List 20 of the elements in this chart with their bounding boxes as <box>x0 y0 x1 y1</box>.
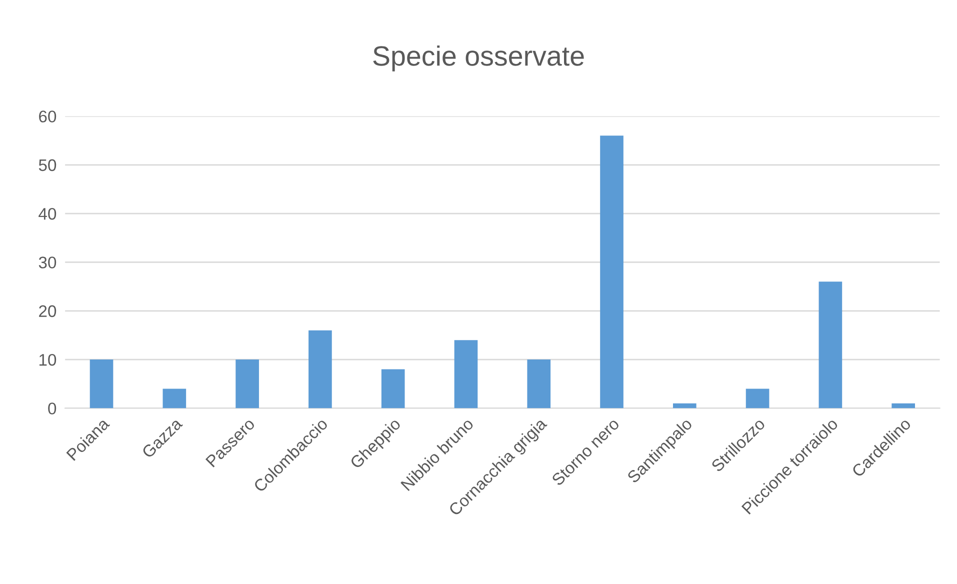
bar <box>892 403 915 408</box>
bar <box>454 340 478 408</box>
chart-title: Specie osservate <box>373 45 584 72</box>
y-tick-label: 30 <box>38 256 56 268</box>
bar <box>746 388 770 408</box>
bar <box>236 360 259 408</box>
bar <box>308 330 332 408</box>
y-tick-label: 40 <box>38 208 56 220</box>
bar <box>162 388 186 408</box>
y-tick-label: 60 <box>39 110 56 122</box>
bar <box>818 282 842 408</box>
bar <box>527 360 551 408</box>
bar <box>600 136 624 408</box>
bar <box>672 403 696 408</box>
y-tick-label: 10 <box>39 354 56 366</box>
y-tick-label: 0 <box>48 402 56 414</box>
y-tick-label: 50 <box>38 159 56 172</box>
y-tick-label: 20 <box>39 305 56 318</box>
bar <box>90 360 114 408</box>
bar <box>381 369 405 408</box>
